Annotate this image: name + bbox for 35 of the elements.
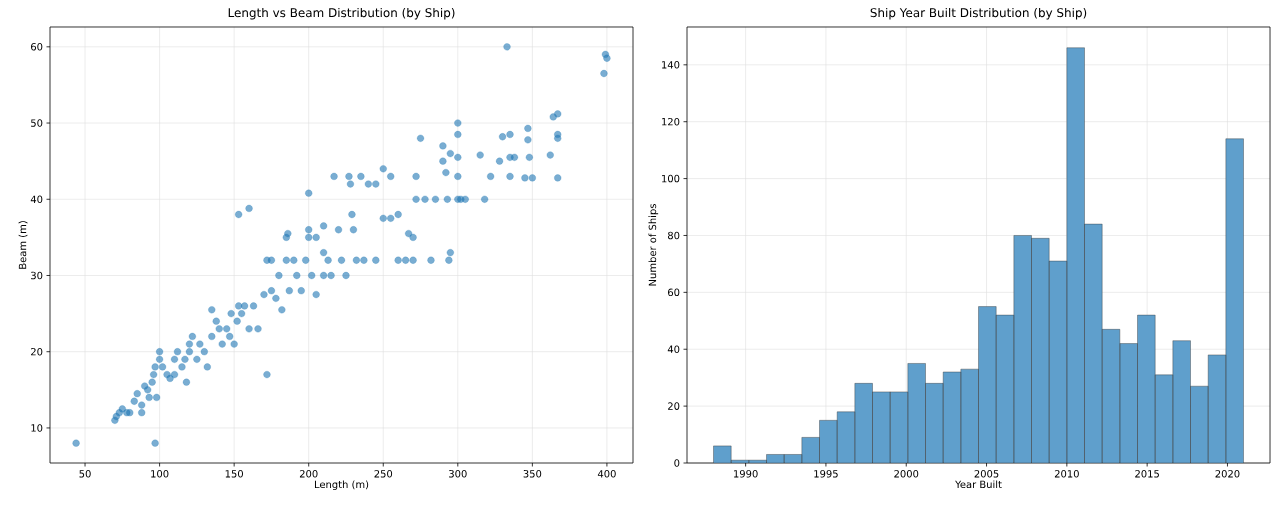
- y-tick-label: 100: [662, 174, 680, 183]
- chart-title: Length vs Beam Distribution (by Ship): [228, 7, 455, 20]
- x-tick-label: 50: [79, 470, 91, 478]
- y-tick-label: 60: [668, 288, 680, 297]
- y-tick-label: 10: [31, 424, 43, 432]
- y-tick-label: 60: [31, 43, 43, 51]
- y-axis-title: Beam (m): [18, 221, 28, 269]
- x-tick-label: 2000: [894, 470, 919, 478]
- y-tick-label: 50: [31, 119, 43, 127]
- y-tick-label: 80: [667, 231, 680, 240]
- x-axis-title: Length (m): [314, 480, 369, 491]
- y-axis-title: Number of Ships: [648, 204, 659, 286]
- x-tick-label: 2010: [1054, 470, 1079, 478]
- x-tick-label: 1995: [814, 470, 838, 478]
- x-tick-label: 2015: [1135, 470, 1159, 478]
- x-tick-label: 250: [374, 470, 393, 478]
- y-tick-label: 40: [667, 345, 680, 353]
- x-tick-label: 300: [449, 470, 467, 478]
- y-tick-label: 0: [674, 459, 680, 467]
- x-tick-label: 400: [597, 470, 616, 478]
- x-tick-label: 2020: [1215, 470, 1240, 478]
- x-tick-label: 350: [523, 470, 542, 478]
- y-tick-label: 140: [662, 61, 680, 69]
- chart-title: Ship Year Built Distribution (by Ship): [870, 7, 1087, 20]
- y-tick-label: 20: [668, 402, 680, 410]
- x-tick-label: 200: [299, 470, 318, 478]
- y-tick-label: 120: [662, 117, 680, 126]
- x-axis-title: Year Built: [955, 480, 1002, 489]
- x-tick-label: 150: [225, 470, 243, 478]
- y-tick-label: 20: [31, 347, 43, 356]
- x-tick-label: 100: [151, 470, 169, 478]
- y-tick-label: 30: [31, 271, 43, 280]
- y-tick-label: 40: [30, 195, 43, 204]
- x-tick-label: 1990: [734, 470, 758, 478]
- x-tick-label: 2005: [974, 470, 999, 478]
